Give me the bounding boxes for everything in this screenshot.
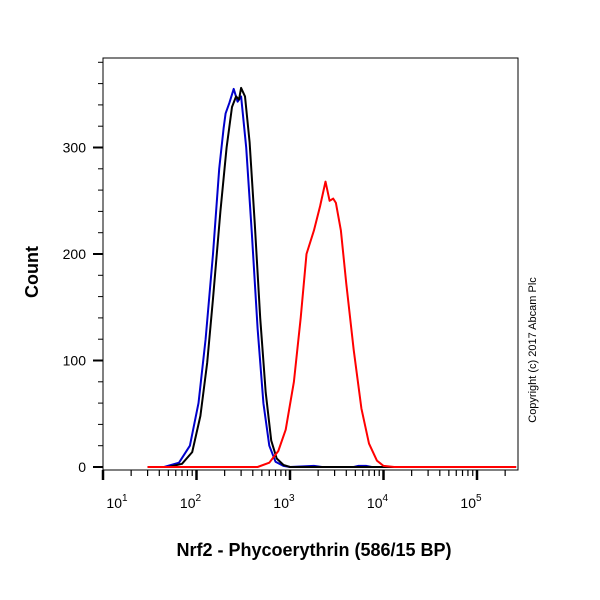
x-tick-base: 10 <box>273 495 289 511</box>
x-tick-base: 10 <box>367 495 383 511</box>
x-tick-label: 102 <box>180 493 202 511</box>
y-axis: 0 100 200 300 <box>63 61 103 475</box>
x-tick-label: 103 <box>273 493 295 511</box>
x-tick-exponent: 5 <box>476 493 482 504</box>
histogram-series-0 <box>147 87 517 468</box>
x-tick-label: 105 <box>460 493 482 511</box>
y-tick-label: 300 <box>63 140 87 156</box>
x-tick-exponent: 2 <box>196 493 202 504</box>
x-tick-exponent: 3 <box>289 493 295 504</box>
x-tick-base: 10 <box>460 495 476 511</box>
plot-frame <box>102 57 519 471</box>
x-tick-base: 10 <box>106 495 122 511</box>
copyright-annotation: Copyright (c) 2017 Abcam Plc <box>527 277 539 423</box>
y-tick-label: 100 <box>63 353 87 369</box>
y-tick-label: 200 <box>63 246 87 262</box>
x-tick-label: 101 <box>106 493 128 511</box>
y-tick-label: 0 <box>78 459 86 475</box>
x-tick-exponent: 1 <box>122 493 128 504</box>
x-axis-label: Nrf2 - Phycoerythrin (586/15 BP) <box>176 540 451 560</box>
y-axis-label: Count <box>22 246 42 298</box>
histogram-series-2 <box>147 180 517 468</box>
x-tick-label: 104 <box>367 493 389 511</box>
histogram-series-1 <box>147 86 517 468</box>
x-tick-base: 10 <box>180 495 196 511</box>
series-group <box>147 86 517 468</box>
x-tick-exponent: 4 <box>383 493 389 504</box>
x-axis: 101 102 103 104 105 <box>101 470 506 511</box>
